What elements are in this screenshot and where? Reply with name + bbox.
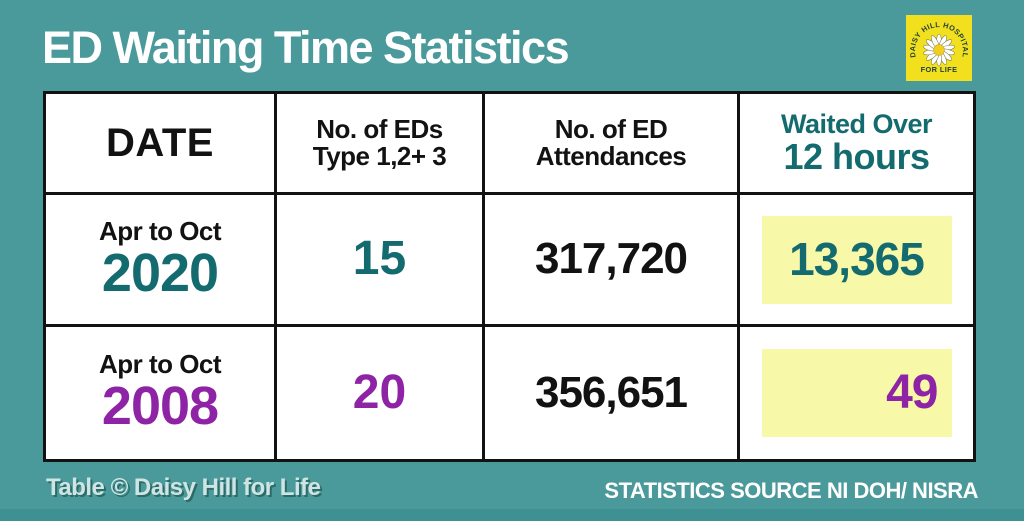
row-2020-num-eds: 15 — [352, 232, 407, 286]
row-2008-num-eds-cell: 20 — [277, 327, 482, 459]
header-cell-num-eds: No. of EDs Type 1,2+ 3 — [277, 94, 482, 192]
statistics-table: DATE No. of EDs Type 1,2+ 3 No. of ED At… — [43, 91, 976, 462]
header-num-eds-line2: Type 1,2+ 3 — [312, 141, 447, 171]
row-2020-attendances-cell: 317,720 — [485, 195, 737, 324]
row-2008-attendances-cell: 356,651 — [485, 327, 737, 459]
row-2020-period: Apr to Oct — [98, 215, 222, 246]
daisy-hill-hospital-logo: DAISY HILL HOSPITAL — [906, 15, 972, 81]
logo-bottom-text: FOR LIFE — [921, 65, 958, 74]
header-attendances-line1: No. of ED — [554, 113, 668, 144]
row-2020-waited-highlight: 13,365 — [761, 215, 952, 304]
row-2008-attendances: 356,651 — [534, 367, 688, 417]
header-date-label: DATE — [106, 121, 214, 165]
header-attendances-line2: Attendances — [535, 141, 687, 171]
header-waited-line2: 12 hours — [783, 136, 930, 178]
row-2008-date-cell: Apr to Oct 2008 — [46, 327, 274, 459]
copyright-caption: Table © Daisy Hill for Life — [46, 474, 321, 501]
bottom-accent-strip — [0, 509, 1024, 521]
page-title: ED Waiting Time Statistics — [42, 22, 570, 73]
daisy-logo-graphic: DAISY HILL HOSPITAL — [906, 15, 972, 81]
header-num-eds-line1: No. of EDs — [316, 113, 443, 144]
header-cell-waited-over-12h: Waited Over 12 hours — [740, 94, 973, 192]
row-2020-waited-cell: 13,365 — [740, 195, 973, 324]
row-2020-year: 2020 — [101, 242, 219, 303]
row-2008-waited-highlight: 49 — [761, 349, 952, 437]
header-cell-attendances: No. of ED Attendances — [485, 94, 737, 192]
header-cell-date: DATE — [46, 94, 274, 192]
statistics-source-caption: STATISTICS SOURCE NI DOH/ NISRA — [604, 478, 978, 503]
daisy-flower-icon — [923, 33, 955, 67]
row-2008-period: Apr to Oct — [98, 349, 222, 379]
row-2008-year: 2008 — [101, 376, 219, 437]
row-2020-attendances: 317,720 — [534, 234, 688, 284]
row-2020-num-eds-cell: 15 — [277, 195, 482, 324]
header-waited-line1: Waited Over — [780, 108, 933, 139]
row-2008-waited-cell: 49 — [740, 327, 973, 459]
row-2008-num-eds: 20 — [352, 365, 407, 419]
row-2020-date-cell: Apr to Oct 2020 — [46, 195, 274, 324]
